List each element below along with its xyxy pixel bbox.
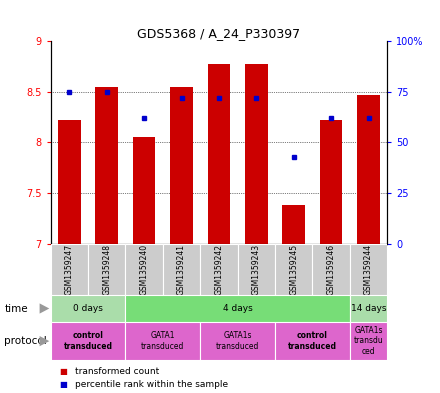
Bar xyxy=(275,244,312,295)
Bar xyxy=(51,244,88,295)
Bar xyxy=(88,244,125,295)
Text: ■: ■ xyxy=(59,380,67,389)
Bar xyxy=(282,205,305,244)
Text: GSM1359246: GSM1359246 xyxy=(326,244,336,295)
Bar xyxy=(170,87,193,244)
Bar xyxy=(245,64,268,244)
Bar xyxy=(350,322,387,360)
Text: transformed count: transformed count xyxy=(75,367,159,376)
Text: 4 days: 4 days xyxy=(223,304,253,313)
Bar xyxy=(357,95,380,244)
Text: GSM1359243: GSM1359243 xyxy=(252,244,261,295)
Text: GSM1359240: GSM1359240 xyxy=(139,244,149,295)
Bar xyxy=(208,64,230,244)
Text: GSM1359241: GSM1359241 xyxy=(177,244,186,295)
Bar xyxy=(350,244,387,295)
Bar xyxy=(133,138,155,244)
Bar xyxy=(58,120,81,244)
Bar xyxy=(320,120,342,244)
Bar xyxy=(238,244,275,295)
Text: control
transduced: control transduced xyxy=(63,331,113,351)
Text: GATA1s
transdu
ced: GATA1s transdu ced xyxy=(354,326,383,356)
Bar xyxy=(51,322,125,360)
Bar xyxy=(275,322,350,360)
Title: GDS5368 / A_24_P330397: GDS5368 / A_24_P330397 xyxy=(137,27,301,40)
Text: protocol: protocol xyxy=(4,336,47,346)
Bar xyxy=(125,295,350,322)
Bar xyxy=(350,295,387,322)
Text: GSM1359245: GSM1359245 xyxy=(289,244,298,295)
Text: control
transduced: control transduced xyxy=(288,331,337,351)
Text: percentile rank within the sample: percentile rank within the sample xyxy=(75,380,228,389)
Text: 0 days: 0 days xyxy=(73,304,103,313)
Text: GSM1359248: GSM1359248 xyxy=(102,244,111,295)
Bar xyxy=(125,244,163,295)
Bar xyxy=(163,244,200,295)
Text: 14 days: 14 days xyxy=(351,304,386,313)
Text: GATA1
transduced: GATA1 transduced xyxy=(141,331,184,351)
Text: GATA1s
transduced: GATA1s transduced xyxy=(216,331,259,351)
Text: GSM1359247: GSM1359247 xyxy=(65,244,74,295)
Bar xyxy=(95,87,118,244)
Text: GSM1359244: GSM1359244 xyxy=(364,244,373,295)
Bar xyxy=(125,322,200,360)
Bar xyxy=(200,244,238,295)
Bar xyxy=(200,322,275,360)
Bar xyxy=(51,295,125,322)
Bar xyxy=(312,244,350,295)
Text: GSM1359242: GSM1359242 xyxy=(214,244,224,295)
Text: time: time xyxy=(4,303,28,314)
Text: ■: ■ xyxy=(59,367,67,376)
